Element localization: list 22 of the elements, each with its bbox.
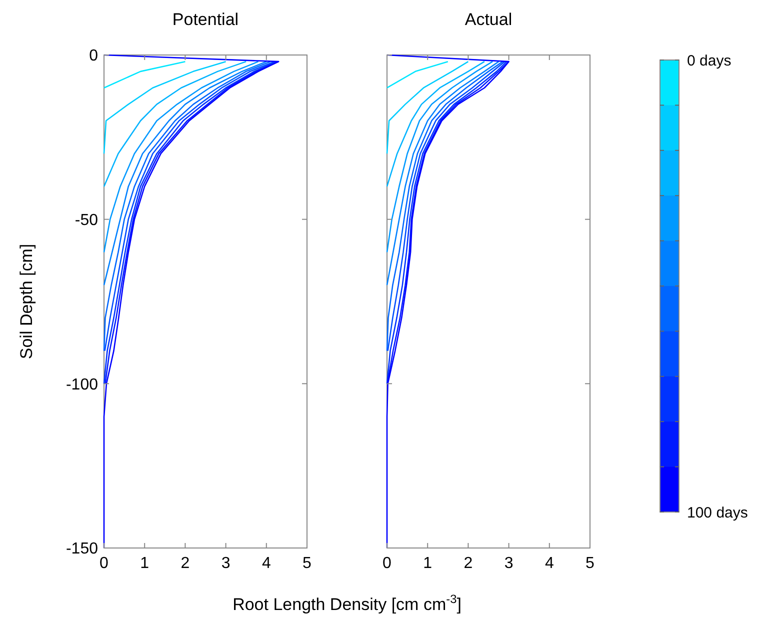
x-tick-label: 4 bbox=[544, 555, 554, 572]
y-tick-label: -50 bbox=[74, 212, 98, 229]
x-tick-label: 3 bbox=[504, 555, 514, 572]
x-tick-label: 2 bbox=[464, 555, 473, 572]
x-tick-label: 0 bbox=[100, 555, 109, 572]
x-tick-label: 0 bbox=[382, 555, 392, 572]
y-tick-label: -150 bbox=[66, 540, 98, 558]
x-tick-label: 3 bbox=[221, 555, 230, 572]
x-tick-label: 4 bbox=[262, 555, 271, 572]
x-tick-label: 5 bbox=[302, 555, 312, 572]
x-tick-label: 2 bbox=[180, 555, 190, 572]
y-axis-title: Soil Depth [cm] bbox=[17, 244, 36, 360]
color-bar-label: 100 days bbox=[687, 504, 748, 522]
chart-title: Potential bbox=[172, 10, 239, 29]
chart-title: Actual bbox=[464, 10, 512, 29]
color-bar-label: 0 days bbox=[687, 52, 732, 70]
y-tick-label: -100 bbox=[66, 376, 98, 394]
x-tick-label: 1 bbox=[423, 555, 432, 572]
x-axis-title: Root Length Density [cm cm$^{-3}$] bbox=[232, 592, 462, 614]
y-tick-label: 0 bbox=[89, 48, 98, 65]
x-tick-label: 1 bbox=[140, 555, 150, 572]
x-tick-label: 5 bbox=[586, 555, 595, 572]
